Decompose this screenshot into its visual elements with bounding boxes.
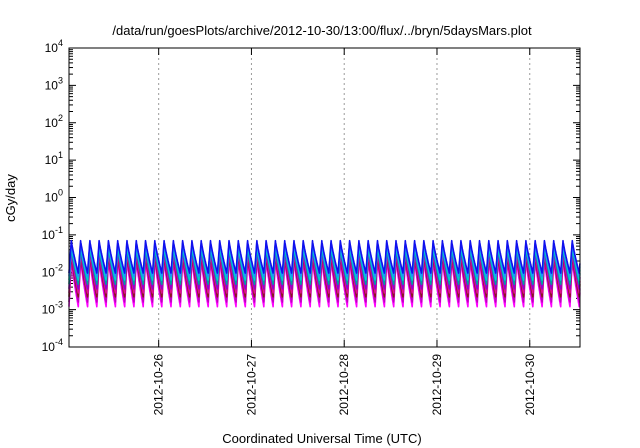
y-tick-label: 102 <box>45 113 63 130</box>
x-tick-label: 2012-10-30 <box>523 354 537 416</box>
y-tick-label: 104 <box>45 38 63 55</box>
x-tick-label: 2012-10-27 <box>244 354 258 416</box>
y-tick-label: 10-3 <box>42 300 63 317</box>
y-tick-label: 10-4 <box>42 337 63 354</box>
series-line-9 <box>68 239 581 274</box>
y-tick-label: 103 <box>45 75 63 92</box>
y-tick-label: 101 <box>45 150 63 167</box>
x-tick-label: 2012-10-26 <box>152 354 166 416</box>
series-lines <box>68 239 581 308</box>
y-axis-label: cGy/day <box>3 174 18 222</box>
grid <box>158 48 531 347</box>
chart-title: /data/run/goesPlots/archive/2012-10-30/1… <box>112 23 532 38</box>
y-tick-label: 10-2 <box>42 262 63 279</box>
plot-frame <box>68 47 581 348</box>
x-axis-ticks: 2012-10-26 2012-10-27 2012-10-28 2012-10-29… <box>152 48 537 415</box>
y-tick-label: 10-1 <box>42 225 63 242</box>
y-tick-label: 100 <box>45 188 63 205</box>
x-tick-label: 2012-10-28 <box>337 354 351 416</box>
x-tick-label: 2012-10-29 <box>430 354 444 416</box>
x-axis-label: Coordinated Universal Time (UTC) <box>222 431 421 446</box>
